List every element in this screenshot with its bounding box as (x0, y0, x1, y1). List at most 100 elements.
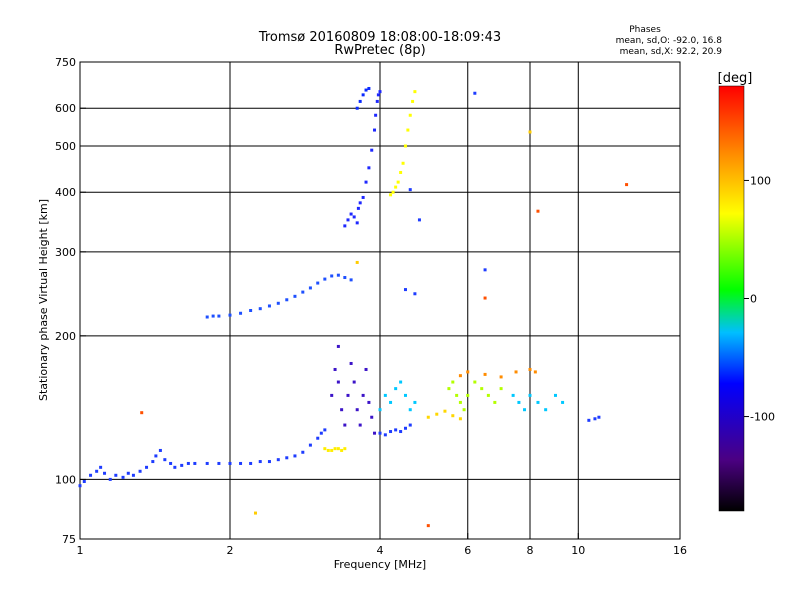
data-point (417, 218, 421, 222)
data-point (349, 278, 353, 282)
y-tick-label: 500 (55, 140, 76, 153)
data-point (413, 292, 417, 296)
data-point (239, 311, 243, 315)
data-point (346, 218, 350, 222)
data-point (394, 428, 398, 432)
data-point (413, 90, 417, 94)
y-axis-ticks: 75 100 200 300 400 500 600 750 (55, 56, 86, 546)
data-point (455, 393, 459, 397)
x-tick-label: 1 (77, 544, 84, 557)
data-point (333, 367, 337, 371)
data-point (383, 433, 387, 437)
colorbar-ticks: 100 0 -100 (744, 174, 775, 424)
data-point (301, 450, 305, 454)
data-point (517, 400, 521, 404)
data-point (499, 387, 503, 391)
x-tick-label: 8 (527, 544, 534, 557)
data-point (253, 511, 257, 515)
colorbar-label: [deg] (718, 71, 753, 86)
data-point (413, 400, 417, 404)
data-point (361, 195, 365, 199)
data-point (378, 90, 382, 94)
data-point (349, 212, 353, 216)
data-point (625, 183, 629, 187)
x-tick-label: 6 (464, 544, 471, 557)
data-point (391, 190, 395, 194)
data-point (267, 460, 271, 464)
data-point (323, 447, 327, 451)
data-point (411, 99, 415, 103)
data-point (169, 461, 173, 465)
data-point (205, 461, 209, 465)
data-point (349, 361, 353, 365)
data-point (389, 400, 393, 404)
data-point (336, 447, 340, 451)
data-point (370, 415, 374, 419)
data-point (408, 423, 412, 427)
data-point (293, 454, 297, 458)
data-point (308, 443, 312, 447)
data-point (323, 428, 327, 432)
data-point (173, 465, 177, 469)
data-point (293, 294, 297, 298)
data-point (364, 88, 368, 92)
data-point (358, 99, 362, 103)
data-point (466, 370, 470, 374)
data-point (126, 471, 130, 475)
data-point (399, 170, 403, 174)
data-point (480, 387, 484, 391)
data-point (528, 393, 532, 397)
data-point (326, 448, 330, 452)
data-point (330, 448, 334, 452)
data-point (389, 430, 393, 434)
data-point (186, 461, 190, 465)
data-point (355, 221, 359, 225)
y-tick-label: 750 (55, 56, 76, 69)
data-point (536, 209, 540, 213)
data-point (483, 372, 487, 376)
data-point (367, 400, 371, 404)
data-point (399, 380, 403, 384)
data-point (180, 463, 184, 467)
data-point (228, 313, 232, 317)
data-point (258, 460, 262, 464)
data-point (99, 465, 103, 469)
y-tick-label: 600 (55, 102, 76, 115)
data-point (426, 524, 430, 528)
data-point (561, 400, 565, 404)
data-point (333, 447, 337, 451)
data-point (193, 461, 197, 465)
data-point (355, 106, 359, 110)
colorbar-tick-label: 0 (750, 293, 757, 306)
x-tick-label: 16 (673, 544, 687, 557)
data-point (528, 130, 532, 134)
data-point (403, 426, 407, 430)
grid-lines (80, 62, 680, 539)
data-point (319, 431, 323, 435)
data-point (370, 148, 374, 152)
data-point (462, 408, 466, 412)
data-point (239, 461, 243, 465)
data-point (458, 400, 462, 404)
data-point (343, 276, 347, 280)
data-point (308, 286, 312, 290)
data-point (158, 448, 162, 452)
data-point (408, 113, 412, 117)
data-point (403, 288, 407, 292)
data-point (228, 461, 232, 465)
data-point (514, 370, 518, 374)
data-point (374, 113, 378, 117)
data-point (399, 430, 403, 434)
data-point (483, 268, 487, 272)
colorbar-tick-label: -100 (750, 411, 775, 424)
data-point (403, 144, 407, 148)
data-point (523, 408, 527, 412)
data-point (473, 91, 477, 95)
data-point (458, 417, 462, 421)
data-point (378, 408, 382, 412)
data-point (358, 423, 362, 427)
data-point (358, 201, 362, 205)
data-point (406, 128, 410, 132)
y-tick-label: 400 (55, 186, 76, 199)
data-point (340, 448, 344, 452)
